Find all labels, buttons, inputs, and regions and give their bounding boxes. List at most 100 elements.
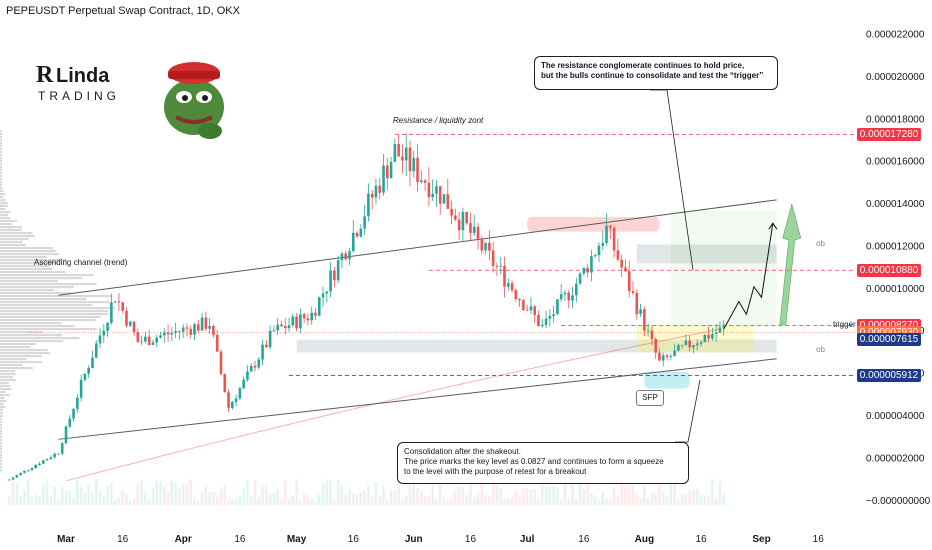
- candle-body: [162, 332, 166, 336]
- volume-bar: [559, 499, 563, 505]
- volume-bar: [374, 481, 378, 505]
- volume-profile-bar: [0, 253, 60, 256]
- candle-body: [404, 147, 408, 161]
- volume-bar: [317, 494, 321, 505]
- volume-bar: [348, 489, 351, 505]
- zones-layer: [296, 210, 777, 389]
- candles-layer: [8, 133, 726, 481]
- candle-body: [317, 297, 321, 316]
- volume-profile-bar: [0, 262, 58, 265]
- candle-body: [310, 312, 313, 321]
- candle-body: [166, 332, 170, 335]
- candle-body: [287, 325, 291, 329]
- pepe-mascot-image: [164, 62, 224, 139]
- callout-bottom-pointer: [675, 379, 701, 443]
- candle-body: [525, 309, 529, 311]
- volume-bar: [19, 495, 22, 505]
- zone-blue: [636, 244, 777, 264]
- candle-body: [227, 392, 230, 408]
- candle-body: [193, 324, 196, 335]
- volume-bar: [174, 482, 177, 505]
- candle-body: [688, 340, 691, 348]
- candle-body: [491, 250, 495, 267]
- volume-profile-bar: [0, 418, 2, 421]
- volume-bar: [302, 494, 306, 505]
- volume-bar: [49, 495, 53, 505]
- candle-body: [548, 316, 552, 319]
- volume-bar: [299, 499, 302, 505]
- candle-body: [578, 273, 582, 284]
- callout-bottom-line2: The price marks the key level as 0.0827 …: [404, 457, 664, 466]
- candle-body: [8, 479, 11, 481]
- volume-bar: [627, 479, 631, 505]
- volume-bar: [325, 479, 329, 505]
- candle-body: [620, 259, 623, 268]
- volume-bar: [57, 499, 60, 505]
- candle-body: [174, 331, 177, 333]
- candle-body: [125, 310, 128, 326]
- resistance-zone-label: Resistance / liquidity zont: [393, 116, 484, 125]
- volume-bar: [340, 485, 344, 505]
- candle-body: [635, 293, 639, 315]
- candle-body: [91, 357, 94, 368]
- svg-text:R: R: [36, 62, 54, 88]
- volume-bar: [329, 480, 332, 505]
- volume-bar: [98, 490, 102, 505]
- callout-top: The resistance conglomerate continues to…: [534, 56, 778, 90]
- volume-profile-bar: [0, 220, 17, 223]
- candle-body: [412, 157, 416, 172]
- volume-bar: [76, 479, 79, 505]
- volume-bar: [420, 491, 423, 505]
- candle-body: [472, 226, 476, 233]
- volume-profile-bar: [0, 409, 3, 412]
- volume-bar: [336, 480, 340, 505]
- volume-bar: [276, 489, 279, 505]
- volume-bar: [442, 496, 446, 505]
- volume-profile-bar: [0, 223, 13, 226]
- volume-profile-bar: [0, 454, 2, 457]
- candle-body: [510, 283, 514, 291]
- volume-bar: [45, 480, 49, 505]
- volume-bar: [665, 497, 669, 505]
- svg-text:TRADING: TRADING: [38, 89, 120, 103]
- volume-profile-bar: [0, 154, 2, 157]
- volume-bar: [26, 479, 30, 505]
- volume-bar: [699, 495, 703, 505]
- volume-bar: [219, 489, 223, 505]
- volume-profile-bar: [0, 214, 9, 217]
- candle-body: [185, 327, 189, 329]
- candle-body: [556, 299, 559, 315]
- volume-profile-bar: [0, 340, 64, 343]
- volume-bar: [87, 484, 90, 505]
- candle-body: [64, 426, 68, 444]
- candle-body: [537, 314, 540, 327]
- candle-body: [454, 215, 457, 220]
- volume-bar: [132, 498, 136, 505]
- volume-profile-bar: [0, 442, 2, 445]
- volume-bar: [238, 495, 242, 505]
- volume-bar: [189, 479, 193, 505]
- volume-bar: [140, 480, 143, 505]
- levels-layer: [28, 134, 855, 376]
- x-tick-label: 16: [578, 534, 590, 545]
- volume-bar: [450, 498, 453, 505]
- volume-bar: [185, 485, 189, 505]
- candle-body: [431, 193, 434, 198]
- candle-body: [348, 251, 351, 260]
- volume-bar: [499, 487, 502, 505]
- volume-bar: [461, 486, 465, 505]
- candle-body: [144, 336, 147, 342]
- volume-profile-bar: [0, 421, 2, 424]
- volume-profile-bar: [0, 361, 43, 364]
- volume-bar: [620, 484, 623, 505]
- candle-body: [522, 300, 525, 310]
- volume-profile-bar: [0, 427, 2, 430]
- volume-bar: [540, 483, 544, 505]
- volume-profile-bar: [0, 337, 80, 340]
- candle-body: [465, 211, 468, 224]
- volume-bar: [537, 498, 540, 505]
- volume-profile-bar: [0, 256, 47, 259]
- candle-body: [684, 340, 688, 346]
- volume-profile-bar: [0, 178, 2, 181]
